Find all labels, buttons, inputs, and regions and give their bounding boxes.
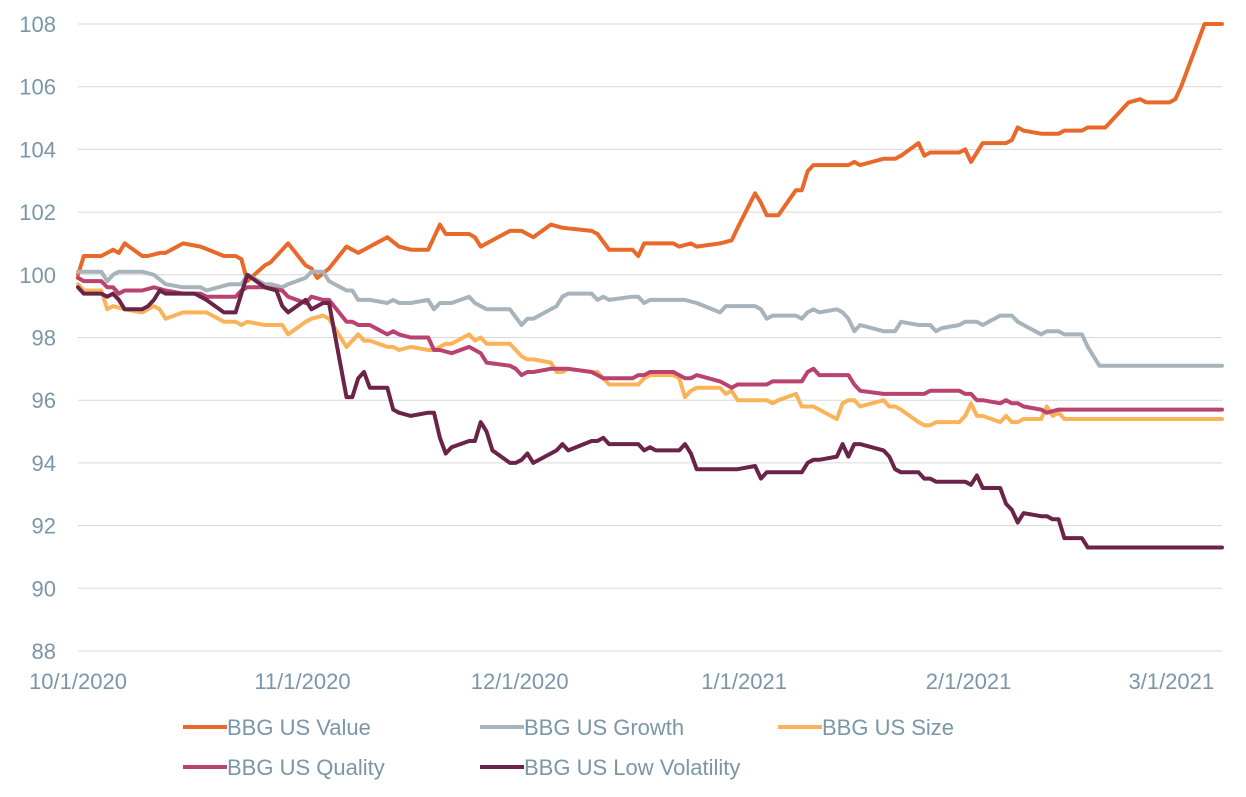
x-tick-label: 3/1/2021 — [1128, 669, 1214, 694]
x-tick-label: 10/1/2020 — [29, 669, 127, 694]
x-tick-label: 11/1/2020 — [254, 669, 350, 694]
y-tick-label: 98 — [32, 326, 56, 351]
y-tick-label: 88 — [32, 639, 56, 664]
legend-label-bbg-us-low-volatility: BBG US Low Volatility — [524, 755, 740, 780]
x-tick-label: 1/1/2021 — [701, 669, 787, 694]
y-axis-tick-labels: 88 90 92 94 96 98 100 102 104 106 108 — [19, 12, 56, 664]
series-line-bbg-us-low-volatility — [76, 272, 1224, 550]
x-axis-tick-labels: 10/1/2020 11/1/2020 12/1/2020 1/1/2021 2/1/2… — [29, 669, 1214, 694]
series-line-bbg-us-size — [76, 282, 1224, 428]
y-tick-label: 106 — [19, 75, 56, 100]
series-line-bbg-us-growth — [76, 269, 1224, 368]
y-tick-label: 92 — [32, 514, 56, 539]
y-tick-label: 104 — [19, 137, 56, 162]
y-tick-label: 108 — [19, 12, 56, 37]
series-line-bbg-us-value — [76, 22, 1224, 284]
y-tick-label: 100 — [19, 263, 56, 288]
legend-label-bbg-us-quality: BBG US Quality — [227, 755, 385, 780]
legend-label-bbg-us-value: BBG US Value — [227, 715, 371, 740]
legend-label-bbg-us-size: BBG US Size — [822, 715, 954, 740]
y-tick-label: 102 — [19, 200, 56, 225]
x-tick-label: 12/1/2020 — [471, 669, 569, 694]
y-tick-label: 96 — [32, 388, 56, 413]
gridlines — [78, 23, 1222, 652]
y-tick-label: 90 — [32, 576, 56, 601]
y-tick-label: 94 — [32, 451, 56, 476]
legend-label-bbg-us-growth: BBG US Growth — [524, 715, 684, 740]
x-tick-label: 2/1/2021 — [926, 669, 1012, 694]
legend: BBG US Value BBG US Growth BBG US Size BBG … — [183, 715, 954, 780]
series-lines — [76, 22, 1224, 550]
